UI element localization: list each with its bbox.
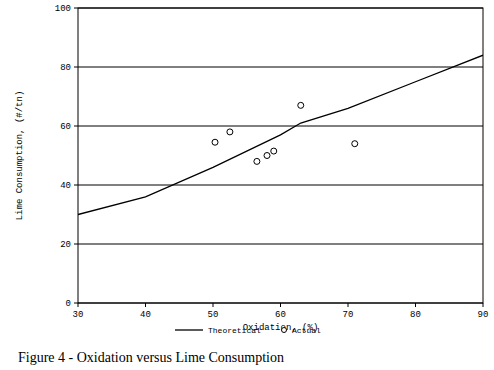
x-tick-label: 70 <box>343 310 354 320</box>
actual-point <box>264 153 270 159</box>
legend-marker <box>282 328 287 333</box>
x-tick-label: 30 <box>73 310 84 320</box>
y-tick <box>74 303 78 304</box>
x-tick-label: 50 <box>208 310 219 320</box>
title: Figure 4 - Oxidation versus Lime Consump… <box>18 350 284 365</box>
y-tick <box>74 244 78 245</box>
x-tick <box>213 303 214 307</box>
y-tick-label: 60 <box>60 122 71 132</box>
legend-line <box>175 329 203 330</box>
chart: 02040608010030405060708090Oxidation, (%)… <box>0 0 494 370</box>
actual-point <box>298 102 304 108</box>
x-tick <box>145 303 146 307</box>
actual-point <box>271 148 277 154</box>
y-axis-label: Lime Consumption, (#/tn) <box>15 91 25 221</box>
grid-line <box>78 185 483 186</box>
y-tick <box>74 126 78 127</box>
x-tick-label: 60 <box>275 310 286 320</box>
actual-point <box>352 141 358 147</box>
y-tick <box>74 8 78 9</box>
x-tick-label: 40 <box>140 310 151 320</box>
y-tick-label: 80 <box>60 63 71 73</box>
y-tick-label: 100 <box>55 4 71 14</box>
x-tick-label: 80 <box>410 310 421 320</box>
actual-point <box>254 158 260 164</box>
y-tick <box>74 185 78 186</box>
x-tick <box>483 303 484 307</box>
legend-label: Theoretical <box>208 326 261 335</box>
x-tick <box>280 303 281 307</box>
y-tick <box>74 67 78 68</box>
x-tick <box>415 303 416 307</box>
y-tick-label: 40 <box>60 181 71 191</box>
x-tick <box>78 303 79 307</box>
grid-line <box>78 126 483 127</box>
grid-line <box>78 244 483 245</box>
x-tick-label: 90 <box>478 310 489 320</box>
data-group <box>78 55 483 214</box>
legend-label: Actual <box>292 326 321 335</box>
y-tick-label: 0 <box>66 299 71 309</box>
grid-line <box>78 67 483 68</box>
y-tick-label: 20 <box>60 240 71 250</box>
x-tick <box>348 303 349 307</box>
theoretical-line <box>78 55 483 214</box>
actual-point <box>227 129 233 135</box>
actual-point <box>212 139 218 145</box>
plot-frame <box>78 8 483 303</box>
